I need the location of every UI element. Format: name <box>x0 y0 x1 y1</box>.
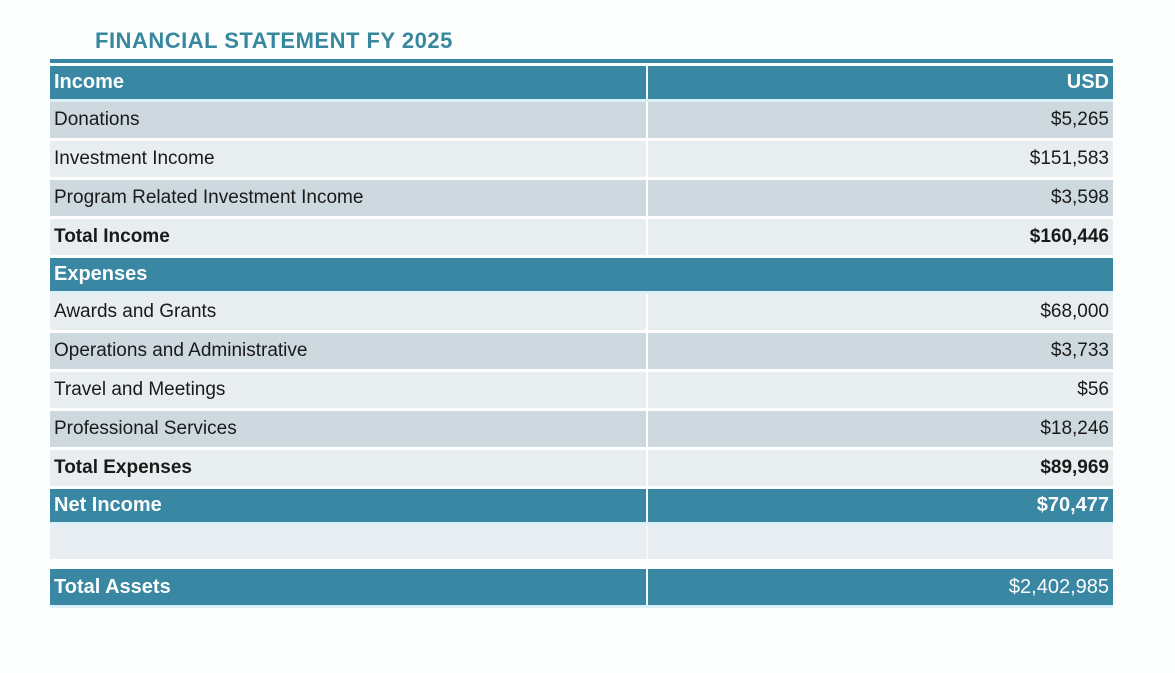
table-top-accent-bar <box>50 59 1113 63</box>
row-label: Awards and Grants <box>54 301 217 322</box>
row-label: Net Income <box>54 494 162 516</box>
income-header-label: Income <box>54 71 125 93</box>
column-divider <box>646 102 648 138</box>
row-total-expenses: Total Expenses $89,969 <box>50 450 1113 489</box>
row-total-assets: Total Assets $2,402,985 <box>50 569 1113 608</box>
row-value: $56 <box>1077 379 1109 400</box>
column-divider <box>646 66 648 99</box>
row-value: $68,000 <box>1040 301 1109 322</box>
row-travel-and-meetings: Travel and Meetings $56 <box>50 372 1113 411</box>
column-divider <box>646 489 648 522</box>
expenses-header-label: Expenses <box>54 263 148 285</box>
financial-statement-table: Income USD Donations $5,265 Investment I… <box>50 59 1113 608</box>
row-label: Operations and Administrative <box>54 340 308 361</box>
row-total-income: Total Income $160,446 <box>50 219 1113 258</box>
column-divider <box>646 180 648 216</box>
row-income-header: Income USD <box>50 66 1113 102</box>
column-divider <box>646 219 648 255</box>
row-spacer <box>50 561 1113 569</box>
row-donations: Donations $5,265 <box>50 102 1113 141</box>
column-divider <box>646 450 648 486</box>
row-empty <box>50 525 1113 561</box>
row-value: $151,583 <box>1029 148 1109 169</box>
row-label: Program Related Investment Income <box>54 187 364 208</box>
column-divider <box>646 569 648 605</box>
column-divider <box>646 411 648 447</box>
row-investment-income: Investment Income $151,583 <box>50 141 1113 180</box>
row-value: $2,402,985 <box>1008 575 1109 598</box>
row-expenses-header: Expenses <box>50 258 1113 294</box>
row-net-income: Net Income $70,477 <box>50 489 1113 525</box>
row-label: Total Assets <box>54 575 171 598</box>
row-label: Investment Income <box>54 148 215 169</box>
row-value: $89,969 <box>1040 457 1109 478</box>
row-label: Donations <box>54 109 140 130</box>
row-label: Total Income <box>54 226 170 247</box>
row-value: $3,598 <box>1050 187 1109 208</box>
column-divider <box>646 294 648 330</box>
row-value: $5,265 <box>1050 109 1109 130</box>
row-value: $70,477 <box>1036 494 1109 516</box>
row-awards-and-grants: Awards and Grants $68,000 <box>50 294 1113 333</box>
row-program-related-investment-income: Program Related Investment Income $3,598 <box>50 180 1113 219</box>
row-value: $160,446 <box>1029 226 1109 247</box>
row-value: $18,246 <box>1040 418 1109 439</box>
row-operations-and-administrative: Operations and Administrative $3,733 <box>50 333 1113 372</box>
page-title: FINANCIAL STATEMENT FY 2025 <box>95 28 453 53</box>
row-label: Total Expenses <box>54 457 192 478</box>
row-label: Professional Services <box>54 418 237 439</box>
row-label: Travel and Meetings <box>54 379 226 400</box>
usd-column-header: USD <box>1066 71 1109 93</box>
column-divider <box>646 525 648 559</box>
column-divider <box>646 333 648 369</box>
column-divider <box>646 258 648 291</box>
row-value: $3,733 <box>1050 340 1109 361</box>
column-divider <box>646 372 648 408</box>
column-divider <box>646 141 648 177</box>
row-professional-services: Professional Services $18,246 <box>50 411 1113 450</box>
